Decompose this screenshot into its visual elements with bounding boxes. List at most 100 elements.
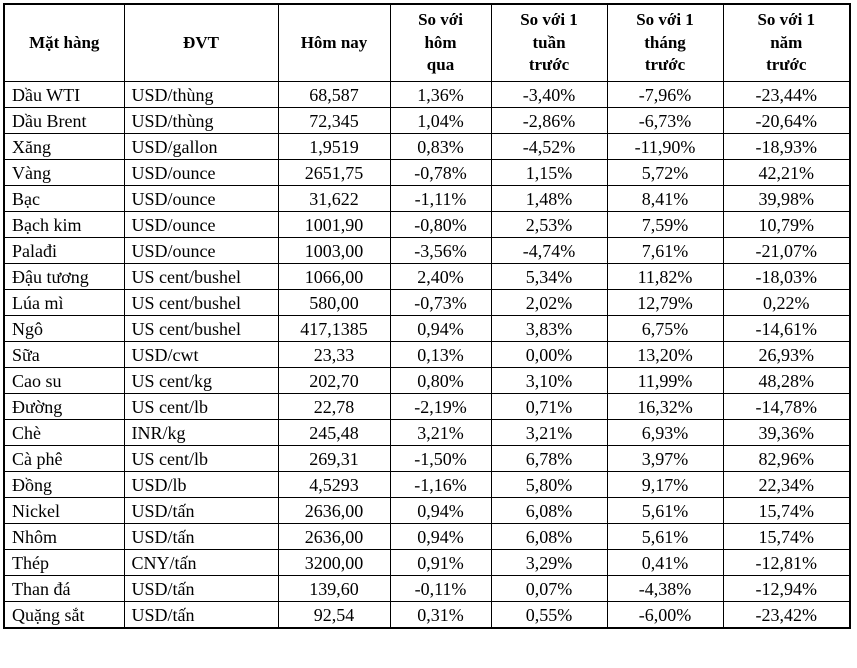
cell-vs-year: 39,36% xyxy=(722,419,851,446)
cell-vs-year: 39,98% xyxy=(722,185,851,212)
cell-vs-month: 16,32% xyxy=(606,393,724,420)
cell-commodity: Than đá xyxy=(3,575,125,602)
table-row: Dầu Brent USD/thùng 72,345 1,04% -2,86% -6,73… xyxy=(3,107,851,134)
cell-vs-month: 11,99% xyxy=(606,367,724,394)
cell-vs-month: -7,96% xyxy=(606,81,724,108)
table-row: Than đá USD/tấn 139,60 -0,11% 0,07% -4,38% -12… xyxy=(3,575,851,602)
cell-vs-year: -21,07% xyxy=(722,237,851,264)
cell-today: 2636,00 xyxy=(277,523,391,550)
cell-commodity: Dầu Brent xyxy=(3,107,125,134)
table-body: Dầu WTI USD/thùng 68,587 1,36% -3,40% -7,96% -… xyxy=(3,81,851,629)
cell-unit: US cent/lb xyxy=(123,445,279,472)
cell-vs-week: -2,86% xyxy=(490,107,608,134)
cell-today: 1003,00 xyxy=(277,237,391,264)
cell-commodity: Palađi xyxy=(3,237,125,264)
cell-commodity: Bạch kim xyxy=(3,211,125,238)
col-header-unit: ĐVT xyxy=(123,3,279,82)
table-row: Xăng USD/gallon 1,9519 0,83% -4,52% -11,90% -1… xyxy=(3,133,851,160)
cell-commodity: Xăng xyxy=(3,133,125,160)
table-row: Cà phê US cent/lb 269,31 -1,50% 6,78% 3,97% 82… xyxy=(3,445,851,472)
header-row: Mặt hàng ĐVT Hôm nay So với hôm qua So v… xyxy=(3,3,851,82)
cell-vs-week: 6,08% xyxy=(490,497,608,524)
cell-today: 417,1385 xyxy=(277,315,391,342)
cell-vs-month: -6,73% xyxy=(606,107,724,134)
table-row: Ngô US cent/bushel 417,1385 0,94% 3,83% 6,75%… xyxy=(3,315,851,342)
cell-vs-week: 5,34% xyxy=(490,263,608,290)
cell-vs-year: 42,21% xyxy=(722,159,851,186)
cell-today: 92,54 xyxy=(277,601,391,629)
cell-vs-yesterday: -0,78% xyxy=(389,159,492,186)
cell-vs-month: -6,00% xyxy=(606,601,724,629)
table-row: Thép CNY/tấn 3200,00 0,91% 3,29% 0,41% -12,81% xyxy=(3,549,851,576)
cell-vs-week: -3,40% xyxy=(490,81,608,108)
cell-today: 269,31 xyxy=(277,445,391,472)
cell-vs-week: 6,08% xyxy=(490,523,608,550)
table-row: Bạc USD/ounce 31,622 -1,11% 1,48% 8,41% 39,98% xyxy=(3,185,851,212)
cell-today: 580,00 xyxy=(277,289,391,316)
cell-vs-yesterday: -1,11% xyxy=(389,185,492,212)
cell-vs-week: 0,71% xyxy=(490,393,608,420)
table-row: Nhôm USD/tấn 2636,00 0,94% 6,08% 5,61% 15,74% xyxy=(3,523,851,550)
cell-vs-yesterday: 1,36% xyxy=(389,81,492,108)
cell-commodity: Cao su xyxy=(3,367,125,394)
cell-unit: US cent/lb xyxy=(123,393,279,420)
cell-commodity: Sữa xyxy=(3,341,125,368)
cell-vs-year: -14,61% xyxy=(722,315,851,342)
cell-vs-year: -23,44% xyxy=(722,81,851,108)
table-row: Sữa USD/cwt 23,33 0,13% 0,00% 13,20% 26,93% xyxy=(3,341,851,368)
col-header-vs-yesterday: So với hôm qua xyxy=(389,3,492,82)
cell-unit: USD/tấn xyxy=(123,601,279,629)
table-row: Quặng sắt USD/tấn 92,54 0,31% 0,55% -6,00% -23… xyxy=(3,601,851,629)
cell-vs-year: -23,42% xyxy=(722,601,851,629)
cell-vs-year: 15,74% xyxy=(722,523,851,550)
cell-vs-year: -12,94% xyxy=(722,575,851,602)
col-header-today: Hôm nay xyxy=(277,3,391,82)
cell-commodity: Bạc xyxy=(3,185,125,212)
cell-vs-yesterday: 0,83% xyxy=(389,133,492,160)
cell-unit: USD/thùng xyxy=(123,81,279,108)
cell-today: 1001,90 xyxy=(277,211,391,238)
cell-vs-month: -4,38% xyxy=(606,575,724,602)
cell-vs-year: -14,78% xyxy=(722,393,851,420)
cell-vs-month: 7,59% xyxy=(606,211,724,238)
cell-unit: USD/lb xyxy=(123,471,279,498)
cell-vs-year: 22,34% xyxy=(722,471,851,498)
cell-vs-month: 5,72% xyxy=(606,159,724,186)
cell-vs-yesterday: -2,19% xyxy=(389,393,492,420)
cell-vs-week: 3,83% xyxy=(490,315,608,342)
cell-vs-yesterday: 1,04% xyxy=(389,107,492,134)
cell-vs-yesterday: -1,16% xyxy=(389,471,492,498)
cell-commodity: Vàng xyxy=(3,159,125,186)
table-row: Đồng USD/lb 4,5293 -1,16% 5,80% 9,17% 22,34% xyxy=(3,471,851,498)
col-header-vs-year: So với 1 năm trước xyxy=(722,3,851,82)
cell-today: 68,587 xyxy=(277,81,391,108)
cell-today: 22,78 xyxy=(277,393,391,420)
cell-unit: INR/kg xyxy=(123,419,279,446)
cell-unit: US cent/bushel xyxy=(123,315,279,342)
cell-vs-yesterday: 0,13% xyxy=(389,341,492,368)
cell-vs-week: 3,10% xyxy=(490,367,608,394)
cell-vs-year: 26,93% xyxy=(722,341,851,368)
cell-commodity: Cà phê xyxy=(3,445,125,472)
cell-vs-year: 48,28% xyxy=(722,367,851,394)
cell-unit: USD/ounce xyxy=(123,211,279,238)
cell-vs-year: 0,22% xyxy=(722,289,851,316)
cell-vs-week: 1,48% xyxy=(490,185,608,212)
cell-vs-yesterday: -1,50% xyxy=(389,445,492,472)
cell-vs-week: 0,07% xyxy=(490,575,608,602)
cell-vs-yesterday: 0,94% xyxy=(389,497,492,524)
cell-vs-month: 11,82% xyxy=(606,263,724,290)
cell-vs-month: 5,61% xyxy=(606,523,724,550)
cell-commodity: Ngô xyxy=(3,315,125,342)
cell-vs-year: -18,03% xyxy=(722,263,851,290)
cell-commodity: Đậu tương xyxy=(3,263,125,290)
cell-today: 3200,00 xyxy=(277,549,391,576)
cell-vs-month: 6,93% xyxy=(606,419,724,446)
cell-today: 1,9519 xyxy=(277,133,391,160)
cell-commodity: Quặng sắt xyxy=(3,601,125,629)
col-header-vs-month: So với 1 tháng trước xyxy=(606,3,724,82)
cell-today: 139,60 xyxy=(277,575,391,602)
cell-today: 72,345 xyxy=(277,107,391,134)
table-row: Cao su US cent/kg 202,70 0,80% 3,10% 11,99% 48… xyxy=(3,367,851,394)
cell-unit: US cent/bushel xyxy=(123,263,279,290)
